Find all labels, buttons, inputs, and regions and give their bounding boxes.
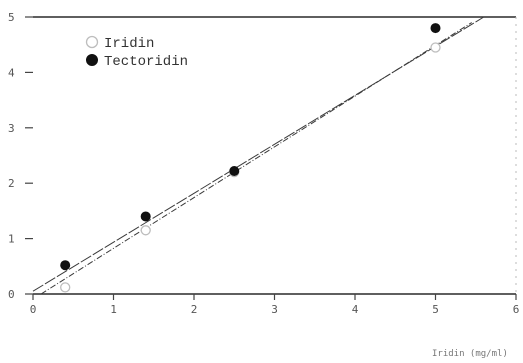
axes: 0 1 2 3 4 5 0 1 2 3 4 5 6 <box>8 11 519 316</box>
x-tick-label: 3 <box>271 303 278 316</box>
x-tick-label: 2 <box>191 303 198 316</box>
point-tectoridin <box>60 260 71 271</box>
y-tick-label: 0 <box>8 288 15 301</box>
x-tick-label: 4 <box>352 303 359 316</box>
x-tick-label: 5 <box>432 303 439 316</box>
legend: Iridin Tectoridin <box>85 35 188 70</box>
x-tick-label: 0 <box>30 303 37 316</box>
fit-lines <box>32 16 485 295</box>
point-iridin <box>60 282 71 293</box>
data-points <box>60 23 441 293</box>
y-tick-label: 5 <box>8 11 15 24</box>
y-tick-label: 2 <box>8 177 15 190</box>
fit-line-iridin <box>40 22 472 295</box>
y-tick-label: 1 <box>8 233 15 246</box>
legend-marker-tectoridin <box>86 54 98 66</box>
x-axis-label: Iridin (mg/ml) <box>432 349 508 359</box>
legend-marker-iridin <box>85 35 99 49</box>
point-iridin <box>430 42 441 53</box>
point-tectoridin <box>140 211 151 222</box>
legend-label-iridin: Iridin <box>104 36 154 52</box>
point-tectoridin <box>430 23 441 34</box>
y-tick-label: 3 <box>8 122 15 135</box>
y-tick-label: 4 <box>8 66 15 79</box>
legend-label-tectoridin: Tectoridin <box>104 54 188 70</box>
point-iridin <box>140 225 151 236</box>
x-tick-label: 1 <box>110 303 117 316</box>
x-tick-label: 6 <box>513 303 520 316</box>
fit-line-tectoridin <box>32 16 485 292</box>
point-tectoridin <box>229 166 240 177</box>
